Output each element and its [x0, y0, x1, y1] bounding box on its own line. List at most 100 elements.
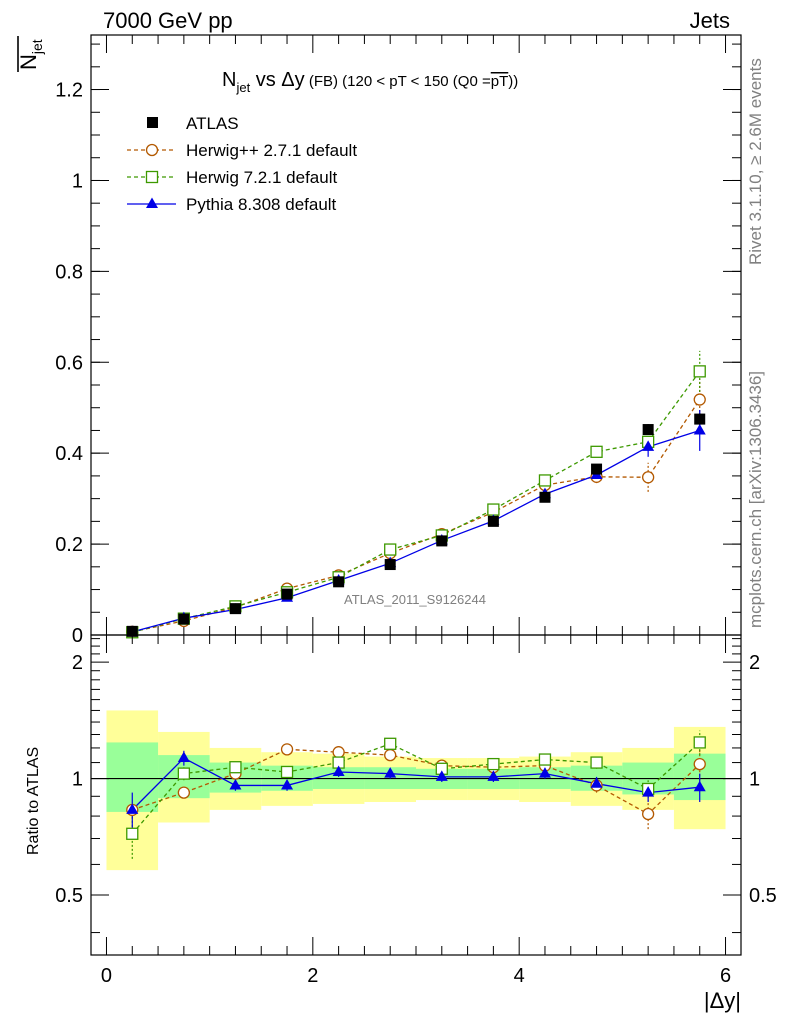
ratio-point-pythia-8-308-default — [693, 780, 706, 792]
ratio-point-herwig-2-7-1-default — [693, 757, 706, 771]
rivet-version-label: Rivet 3.1.10, ≥ 2.6M events — [746, 58, 765, 265]
main-point-herwig-7-2-1-default — [693, 365, 706, 378]
main-point-atlas — [591, 463, 603, 475]
main-y-tick-label: 1.2 — [55, 80, 83, 102]
legend-marker-pythia — [146, 197, 158, 208]
title-vs: vs Δy — [250, 69, 304, 91]
main-point-atlas — [178, 613, 190, 625]
ratio-y-tick-label-right: 2 — [749, 652, 760, 674]
main-point-atlas — [539, 491, 551, 503]
ratio-y-tick-label-left: 1 — [72, 769, 83, 791]
main-point-pythia-8-308-default — [642, 440, 655, 451]
title-close: )) — [508, 73, 518, 90]
main-point-atlas — [384, 559, 396, 571]
ratio-point-pythia-8-308-default — [384, 767, 397, 778]
main-y-tick-label: 0.2 — [55, 534, 83, 556]
ratio-point-herwig-7-2-1-default — [487, 757, 500, 771]
title-q0: pT — [491, 73, 509, 90]
main-panel: 0 0.2 0.4 0.6 0.8 1 1.2 Njet vs Δy (FB) (120 <… — [16, 34, 742, 647]
ratio-point-herwig-2-7-1-default — [641, 807, 655, 821]
main-panel-ticks — [91, 35, 741, 636]
ratio-point-herwig-7-2-1-default — [280, 765, 294, 779]
main-point-atlas — [694, 413, 706, 425]
main-point-herwig-7-2-1-default — [538, 474, 552, 487]
mcplots-reference-label: mcplots.cern.ch [arXiv:1306.3436] — [746, 371, 765, 628]
legend-entry-herwig7: Herwig 7.2.1 default — [127, 168, 337, 187]
x-tick-label: 2 — [307, 965, 318, 987]
ratio-point-pythia-8-308-default — [126, 803, 139, 814]
ratio-y-axis-label: Ratio to ATLAS — [25, 747, 42, 855]
legend-label-pythia: Pythia 8.308 default — [186, 195, 337, 214]
ratio-point-pythia-8-308-default — [177, 751, 190, 763]
legend-marker-herwigpp — [145, 143, 159, 157]
legend: ATLAS Herwig++ 2.7.1 default Herwig 7.2.… — [127, 114, 357, 214]
main-point-atlas — [126, 625, 138, 637]
main-point-herwig-2-7-1-default — [641, 471, 655, 484]
x-tick-label: 6 — [720, 965, 731, 987]
main-point-atlas — [229, 603, 241, 615]
title-main-subscript: jet — [235, 80, 250, 95]
legend-label-atlas: ATLAS — [186, 114, 239, 133]
ratio-point-pythia-8-308-default — [642, 786, 655, 797]
analysis-watermark: ATLAS_2011_S9126244 — [344, 592, 486, 607]
legend-label-herwigpp: Herwig++ 2.7.1 default — [186, 141, 357, 160]
y-label-subscript: jet — [29, 39, 45, 55]
legend-entry-herwigpp: Herwig++ 2.7.1 default — [127, 141, 357, 160]
ratio-point-herwig-7-2-1-default — [538, 753, 552, 766]
main-y-tick-label: 0.6 — [55, 352, 83, 374]
ratio-point-pythia-8-308-default — [435, 770, 448, 781]
ratio-point-herwig-7-2-1-default — [590, 756, 603, 769]
main-point-herwig-2-7-1-default — [693, 393, 706, 406]
svg-text:Njet: Njet — [16, 39, 45, 70]
main-y-tick-label: 0.8 — [55, 261, 83, 283]
ratio-panel-x-tick-labels: 0 2 4 6 — [101, 965, 731, 987]
header-energy-label: 7000 GeV pp — [103, 8, 233, 33]
main-point-herwig-7-2-1-default — [384, 543, 397, 556]
ratio-point-pythia-8-308-default — [332, 765, 345, 776]
ratio-line-herwig-2-7-1-default — [132, 748, 701, 815]
title-fb: (FB) — [305, 73, 338, 90]
ratio-point-herwig-7-2-1-default — [693, 736, 706, 749]
main-panel-series — [126, 350, 706, 639]
main-line-herwig-2-7-1-default — [132, 399, 701, 633]
ratio-line-pythia-8-308-default — [131, 757, 700, 811]
ratio-point-herwig-7-2-1-default — [177, 767, 191, 780]
ratio-panel-series — [126, 730, 706, 859]
main-point-herwig-7-2-1-default — [590, 445, 603, 458]
ratio-point-herwig-7-2-1-default — [229, 761, 242, 774]
main-y-tick-label: 1 — [72, 170, 83, 192]
main-point-pythia-8-308-default — [693, 423, 706, 435]
ratio-y-tick-label-left: 2 — [72, 652, 83, 674]
ratio-panel-y-tick-labels: 0.5 0.5 1 1 2 2 — [55, 652, 777, 907]
chart-title: Njet vs Δy (FB) (120 < pT < 150 (Q0 =pT)… — [222, 69, 518, 95]
legend-label-herwig7: Herwig 7.2.1 default — [186, 168, 337, 187]
legend-marker-herwig7 — [145, 170, 159, 184]
ratio-point-herwig-7-2-1-default — [384, 737, 397, 750]
ratio-point-pythia-8-308-default — [229, 778, 242, 790]
ratio-panel: 0.5 0.5 1 1 2 2 0 2 4 6 Ratio to ATLAS |Δy| — [25, 634, 777, 1013]
main-line-pythia-8-308-default — [132, 429, 700, 633]
title-cut: (120 < pT < 150 (Q0 = — [338, 73, 491, 90]
y-label-base: N — [16, 54, 41, 70]
ratio-point-herwig-2-7-1-default — [177, 786, 191, 799]
ratio-panel-ticks — [91, 635, 741, 955]
main-y-axis-label: Njet — [16, 36, 45, 72]
ratio-point-pythia-8-308-default — [487, 770, 500, 781]
main-y-tick-label: 0.4 — [55, 443, 83, 465]
title-main: N — [222, 69, 236, 91]
ratio-point-pythia-8-308-default — [538, 767, 551, 778]
ratio-y-tick-label-right: 0.5 — [749, 885, 777, 907]
x-axis-label: |Δy| — [704, 988, 741, 1013]
ratio-point-herwig-2-7-1-default — [384, 748, 397, 762]
ratio-y-tick-label-right: 1 — [749, 769, 760, 791]
ratio-point-herwig-2-7-1-default — [332, 746, 345, 759]
main-point-herwig-7-2-1-default — [487, 503, 500, 516]
legend-marker-atlas — [147, 117, 158, 128]
ratio-line-herwig-7-2-1-default — [131, 741, 701, 835]
main-point-atlas — [642, 424, 654, 436]
x-tick-label: 0 — [101, 965, 112, 987]
x-tick-label: 4 — [514, 965, 525, 987]
main-y-tick-label: 0 — [72, 625, 83, 647]
ratio-point-herwig-2-7-1-default — [280, 743, 294, 756]
